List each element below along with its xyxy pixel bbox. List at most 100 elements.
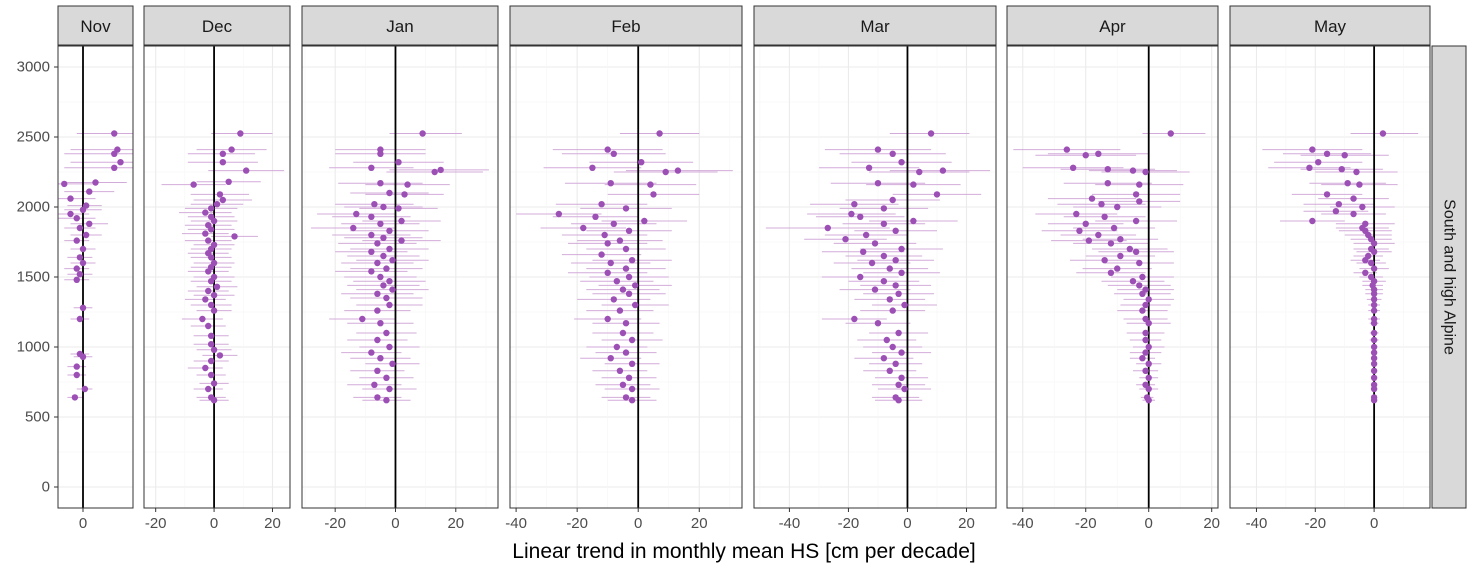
data-point	[895, 381, 902, 388]
data-point	[1344, 180, 1351, 187]
data-point	[650, 191, 657, 198]
data-point	[368, 213, 375, 220]
facet-strip-label: Mar	[860, 17, 890, 36]
data-point	[210, 217, 218, 225]
data-point	[207, 332, 215, 339]
data-point	[892, 257, 899, 264]
data-point	[207, 254, 215, 261]
data-point	[1110, 224, 1118, 232]
data-point	[1370, 397, 1378, 404]
facet-nov: Nov 0	[57, 5, 134, 532]
facet-jan: Jan -20 0 20	[301, 5, 499, 532]
data-point	[225, 178, 232, 185]
data-point	[898, 374, 905, 381]
data-point	[628, 257, 636, 264]
data-point	[374, 336, 381, 344]
data-point	[61, 180, 68, 188]
data-point	[613, 343, 621, 351]
data-point	[1323, 150, 1331, 157]
data-point	[377, 180, 384, 187]
data-point	[371, 381, 378, 388]
data-point	[374, 367, 381, 374]
data-point	[92, 179, 99, 186]
x-tick-label: 20	[1203, 515, 1220, 532]
data-point	[374, 307, 381, 314]
data-point	[207, 226, 215, 233]
y-tick-label: 1500	[17, 269, 50, 286]
x-axis-title: Linear trend in monthly mean HS [cm per …	[512, 540, 975, 563]
facet-strip	[1006, 5, 1219, 46]
data-point	[1370, 307, 1378, 314]
data-point	[1145, 360, 1152, 367]
data-point	[1136, 282, 1143, 289]
data-point	[892, 227, 899, 234]
data-point	[374, 240, 381, 247]
data-point	[219, 196, 227, 204]
data-point	[216, 191, 224, 198]
data-point	[111, 150, 118, 157]
data-point	[79, 206, 87, 213]
data-point	[1379, 130, 1387, 137]
facet-strip-label: May	[1314, 17, 1347, 36]
data-point	[210, 380, 218, 387]
data-point	[377, 320, 384, 327]
y-tick-label: 0	[42, 479, 50, 496]
data-point	[880, 278, 888, 285]
data-point	[207, 301, 215, 309]
data-point	[851, 315, 858, 323]
data-point	[622, 265, 630, 272]
data-point	[79, 353, 87, 360]
data-point	[205, 385, 212, 393]
y-tick-label: 2000	[17, 199, 50, 216]
data-point	[1095, 150, 1102, 157]
data-point	[386, 227, 393, 234]
data-point	[604, 269, 611, 276]
facet-dec: Dec -20 0 20	[143, 5, 291, 532]
panel-border	[509, 45, 743, 509]
data-point	[628, 360, 636, 367]
data-point	[842, 236, 849, 243]
data-point	[1370, 265, 1378, 272]
data-point	[1323, 191, 1331, 198]
data-point	[1309, 217, 1316, 225]
data-point	[1104, 180, 1111, 187]
data-point	[610, 296, 617, 303]
data-point	[1088, 195, 1096, 202]
data-point	[886, 367, 893, 374]
panel-border	[301, 45, 499, 509]
data-point	[1129, 167, 1137, 174]
data-point	[228, 146, 235, 153]
data-point	[1332, 208, 1340, 215]
data-point	[377, 150, 384, 157]
data-point	[386, 301, 393, 309]
data-point	[76, 224, 84, 232]
data-point	[210, 292, 218, 299]
data-point	[374, 259, 381, 267]
data-point	[1145, 343, 1152, 351]
data-point	[1139, 355, 1146, 362]
data-point	[910, 181, 917, 188]
data-point	[886, 265, 893, 272]
x-tick-label: 0	[210, 515, 218, 532]
facet-strip	[753, 5, 997, 46]
x-tick-label: -20	[566, 515, 588, 532]
data-point	[656, 130, 663, 137]
data-point	[851, 201, 858, 208]
data-point	[398, 237, 405, 244]
data-point	[874, 146, 882, 153]
data-point	[607, 355, 614, 362]
data-point	[889, 150, 896, 157]
data-point	[1142, 168, 1149, 176]
data-point	[1145, 296, 1152, 303]
data-point	[1107, 269, 1115, 276]
data-point	[1356, 181, 1363, 188]
data-point	[598, 201, 605, 208]
data-point	[868, 259, 876, 267]
data-point	[386, 189, 393, 197]
data-point	[386, 278, 393, 285]
data-point	[383, 397, 390, 404]
data-point	[368, 231, 375, 239]
data-point	[1098, 201, 1105, 208]
x-tick-label: 0	[1370, 515, 1378, 532]
